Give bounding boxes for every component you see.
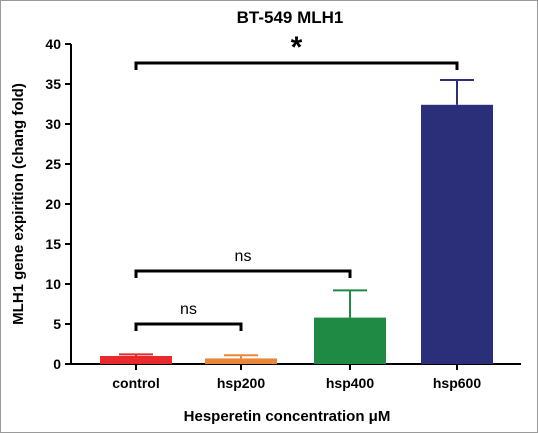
bar-hsp400 <box>314 317 386 364</box>
y-tick-label: 40 <box>45 36 61 52</box>
x-axis-title: Hesperetin concentration μM <box>184 408 391 425</box>
chart-title: BT-549 MLH1 <box>237 8 344 27</box>
significance-bracket <box>134 322 243 331</box>
bar-hsp600 <box>421 104 493 365</box>
significance-label: * <box>291 31 303 64</box>
y-tick-label: 35 <box>45 76 61 92</box>
y-tick-label: 5 <box>53 316 61 332</box>
x-tick-label-hsp200: hsp200 <box>217 375 265 391</box>
x-tick-label-hsp400: hsp400 <box>326 375 374 391</box>
significance-label: ns <box>180 301 197 318</box>
y-axis-title: MLH1 gene expirition (chang fold) <box>10 83 27 325</box>
y-tick-label: 30 <box>45 116 61 132</box>
x-tick-label-hsp600: hsp600 <box>433 375 481 391</box>
x-tick-label-control: control <box>112 375 159 391</box>
significance-bracket <box>134 61 459 70</box>
y-tick-label: 10 <box>45 276 61 292</box>
y-tick-label: 20 <box>45 196 61 212</box>
significance-bracket <box>134 269 352 278</box>
bar-hsp200 <box>205 358 277 364</box>
y-tick-label: 15 <box>45 236 61 252</box>
y-tick-label: 0 <box>53 356 61 372</box>
y-tick-label: 25 <box>45 156 61 172</box>
plot-area: 0 5 10 15 20 25 30 35 40 control hsp200 hsp400 hsp60… <box>45 31 521 391</box>
bar-control <box>100 356 172 364</box>
significance-label: ns <box>235 248 252 265</box>
